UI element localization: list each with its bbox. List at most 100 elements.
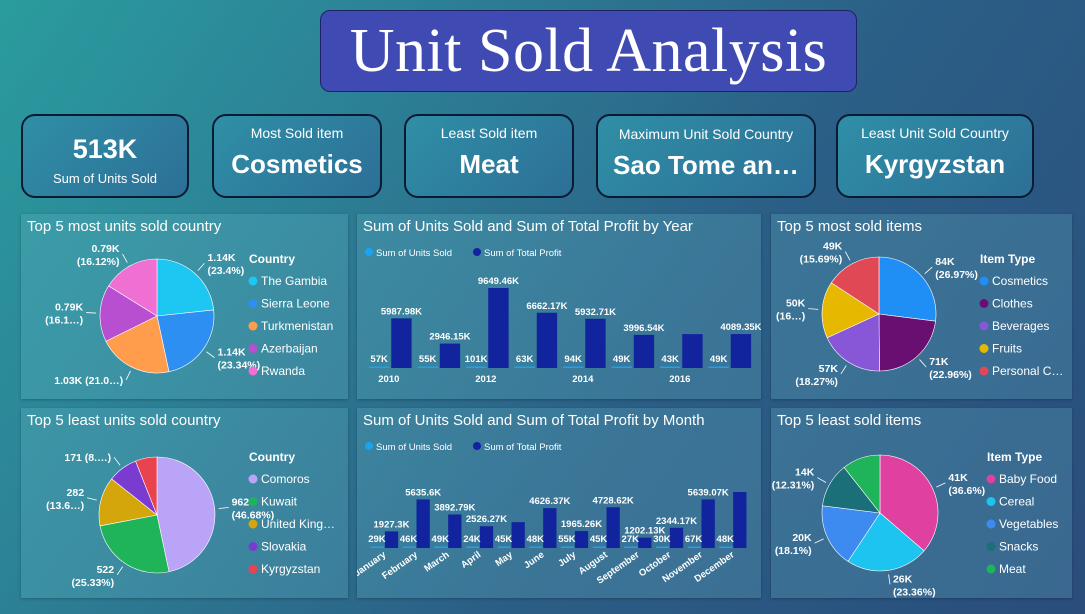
pie-slice <box>156 309 215 373</box>
pie-data-label: 57K <box>819 363 839 375</box>
bar-profit <box>606 507 620 548</box>
pie-chart-top-items: 84K(26.97%) 71K(22.96%) 57K(18.27%) 50K(16…… <box>776 241 1063 388</box>
bar-profit <box>585 318 606 368</box>
bar-units <box>561 546 575 548</box>
bar-units <box>417 366 438 368</box>
x-tick-label: 2010 <box>378 374 399 385</box>
panel-top-items[interactable]: Top 5 most sold items 84K (26.97%) 71K (22.… <box>771 214 1072 399</box>
bar-profit <box>669 527 684 548</box>
legend-label: Slovakia <box>261 540 307 554</box>
kpi-card-least-sold-item[interactable]: Least Sold item Meat <box>404 114 574 198</box>
bar-profit <box>448 514 462 548</box>
legend-title: Country <box>249 450 295 464</box>
bar-profit <box>511 522 525 548</box>
pie-data-label: (16…) <box>776 311 805 323</box>
legend-label: Rwanda <box>261 364 305 378</box>
pie-leader-line <box>86 497 97 501</box>
legend-marker <box>986 497 996 506</box>
pie-slice <box>99 514 170 574</box>
legend-label: Sum of Total Profit <box>484 442 562 453</box>
kpi-card-least-country[interactable]: Least Unit Sold Country Kyrgyzstan <box>836 114 1034 198</box>
kpi-card-most-sold-item[interactable]: Most Sold item Cosmetics <box>212 114 382 198</box>
legend-marker <box>248 519 258 529</box>
bar-profit <box>682 334 703 368</box>
bar-profit <box>479 526 494 548</box>
x-tick-label: March <box>422 549 451 574</box>
legend-title: Item Type <box>980 252 1035 266</box>
pie-leader-line <box>206 351 215 358</box>
bar-units <box>529 546 543 548</box>
legend-marker <box>248 474 258 484</box>
pie-slice <box>108 258 158 317</box>
pie-data-label: 1.03K (21.0…) <box>54 375 123 387</box>
legend-marker <box>248 276 258 286</box>
pie-data-label: 71K <box>929 356 949 368</box>
legend-label: Beverages <box>992 319 1049 333</box>
bar-data-label-units: 24K <box>463 534 481 545</box>
kpi-card-total-units[interactable]: 513K Sum of Units Sold <box>21 114 189 198</box>
pie-data-label: 171 (8.…) <box>64 452 111 464</box>
legend-label: Cosmetics <box>992 274 1048 288</box>
panel-top-countries[interactable]: Top 5 most units sold country 1.14K (23.4… <box>21 214 348 399</box>
pie-slice <box>821 505 881 562</box>
bar-profit <box>733 492 747 548</box>
pie-data-label: 49K <box>823 241 843 253</box>
dashboard-title-box: Unit Sold Analysis <box>320 10 857 92</box>
pie-data-label: 20K <box>792 532 812 544</box>
bar-profit <box>416 499 430 548</box>
bar-units <box>708 366 729 368</box>
bar-chart-by-month: Sum of Units Sold Sum of Total Profit 29K 1… <box>352 442 747 587</box>
kpi-value: Cosmetics <box>231 149 363 179</box>
legend-label: United King… <box>261 517 335 531</box>
bar-data-label-units: 27K <box>622 534 640 545</box>
bar-profit <box>384 531 399 548</box>
bar-units <box>687 546 701 548</box>
pie-leader-line <box>840 365 847 375</box>
bar-data-label-profit: 3996.54K <box>623 323 664 334</box>
pie-data-label: (16.1…) <box>45 315 83 327</box>
panel-units-profit-year[interactable]: Sum of Units Sold and Sum of Total Profi… <box>357 214 762 399</box>
legend-label: Sum of Units Sold <box>376 442 452 453</box>
bar-profit <box>574 531 589 548</box>
pie-chart-top-countries: 1.14K(23.4%)1.14K(23.34%)1.03K (21.0…)0.… <box>45 243 333 387</box>
legend-marker <box>365 442 373 450</box>
x-tick-label: June <box>522 549 546 571</box>
bar-data-label-profit: 5932.71K <box>575 307 616 318</box>
kpi-value: Kyrgyzstan <box>864 149 1006 179</box>
bar-data-label-units: 55K <box>419 354 437 365</box>
pie-slice <box>135 456 158 516</box>
pie-slice <box>830 256 880 315</box>
pie-data-label: 0.79K <box>55 302 83 314</box>
panel-least-items[interactable]: Top 5 least sold items 41K (36.6%) 26K (23.… <box>771 408 1072 598</box>
legend-label: Cereal <box>999 495 1034 509</box>
bar-profit <box>488 288 509 368</box>
pie-chart-least-items: 41K(36.6%) 26K(23.36%) 20K(18.1%) 14K(12.31… <box>772 450 1059 598</box>
bar-data-label-profit: 4089.35K <box>720 322 761 333</box>
bar-profit <box>391 318 412 368</box>
pie-slice <box>156 258 215 317</box>
kpi-card-max-country[interactable]: Maximum Unit Sold Country Sao Tome an… <box>596 114 816 198</box>
legend-label: Personal C… <box>992 364 1063 378</box>
pie-leader-line <box>924 266 933 274</box>
bar-data-label-profit: 9649.46K <box>478 276 519 287</box>
pie-leader-line <box>936 482 946 488</box>
legend-label: Vegetables <box>999 517 1058 531</box>
pie-leader-line <box>113 456 121 466</box>
panel-units-profit-month[interactable]: Sum of Units Sold and Sum of Total Profi… <box>352 408 761 598</box>
pie-chart-least-countries: 962(46.68%) 522(25.33%) 282(13.6…) 171 (8.…… <box>46 450 335 589</box>
legend-label: Meat <box>999 562 1026 576</box>
legend-marker <box>986 519 996 529</box>
pie-data-label: 1.14K <box>218 347 246 359</box>
legend-marker <box>979 366 989 376</box>
pie-slice <box>878 313 936 372</box>
pie-data-label: (23.36%) <box>893 586 936 598</box>
legend-marker <box>473 248 481 256</box>
bar-data-label-profit: 2946.15K <box>429 332 470 343</box>
legend-label: Kuwait <box>261 495 298 509</box>
legend-label: Snacks <box>999 540 1038 554</box>
panel-least-countries[interactable]: Top 5 least units sold country 962 (46.68… <box>21 408 348 598</box>
legend-marker <box>473 442 481 450</box>
bar-data-label-units: 43K <box>661 354 679 365</box>
legend-label: Clothes <box>992 297 1033 311</box>
pie-leader-line <box>808 308 819 310</box>
